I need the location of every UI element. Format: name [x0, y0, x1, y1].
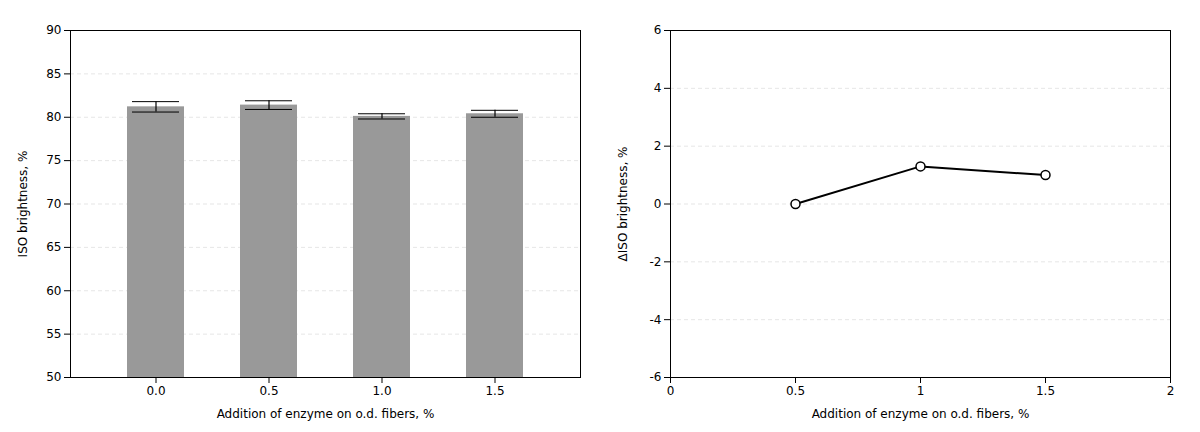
svg-text:Addition of enzyme on o.d. fib: Addition of enzyme on o.d. fibers, %: [217, 407, 435, 421]
svg-text:2: 2: [654, 139, 662, 153]
svg-text:2: 2: [1167, 384, 1175, 398]
svg-text:0: 0: [667, 384, 675, 398]
svg-text:1: 1: [917, 384, 925, 398]
svg-text:65: 65: [46, 240, 61, 254]
svg-text:0.5: 0.5: [786, 384, 805, 398]
svg-text:0.0: 0.0: [146, 384, 165, 398]
svg-text:55: 55: [46, 327, 61, 341]
svg-text:4: 4: [654, 81, 662, 95]
svg-text:70: 70: [46, 197, 61, 211]
svg-text:85: 85: [46, 67, 61, 81]
svg-text:6: 6: [654, 23, 662, 37]
svg-text:80: 80: [46, 110, 61, 124]
svg-text:0: 0: [654, 197, 662, 211]
svg-text:Addition of enzyme on o.d. fib: Addition of enzyme on o.d. fibers, %: [812, 407, 1030, 421]
svg-text:90: 90: [46, 23, 61, 37]
svg-text:1.5: 1.5: [485, 384, 504, 398]
svg-text:-4: -4: [650, 313, 662, 327]
svg-text:ISO brightness, %: ISO brightness, %: [16, 151, 30, 258]
svg-text:50: 50: [46, 370, 61, 384]
svg-text:75: 75: [46, 153, 61, 167]
svg-text:1.0: 1.0: [372, 384, 391, 398]
svg-text:60: 60: [46, 284, 61, 298]
svg-text:0.5: 0.5: [259, 384, 278, 398]
svg-text:ΔISO brightness, %: ΔISO brightness, %: [616, 147, 630, 262]
svg-text:-2: -2: [650, 255, 662, 269]
svg-text:-6: -6: [650, 370, 662, 384]
svg-text:1.5: 1.5: [1036, 384, 1055, 398]
